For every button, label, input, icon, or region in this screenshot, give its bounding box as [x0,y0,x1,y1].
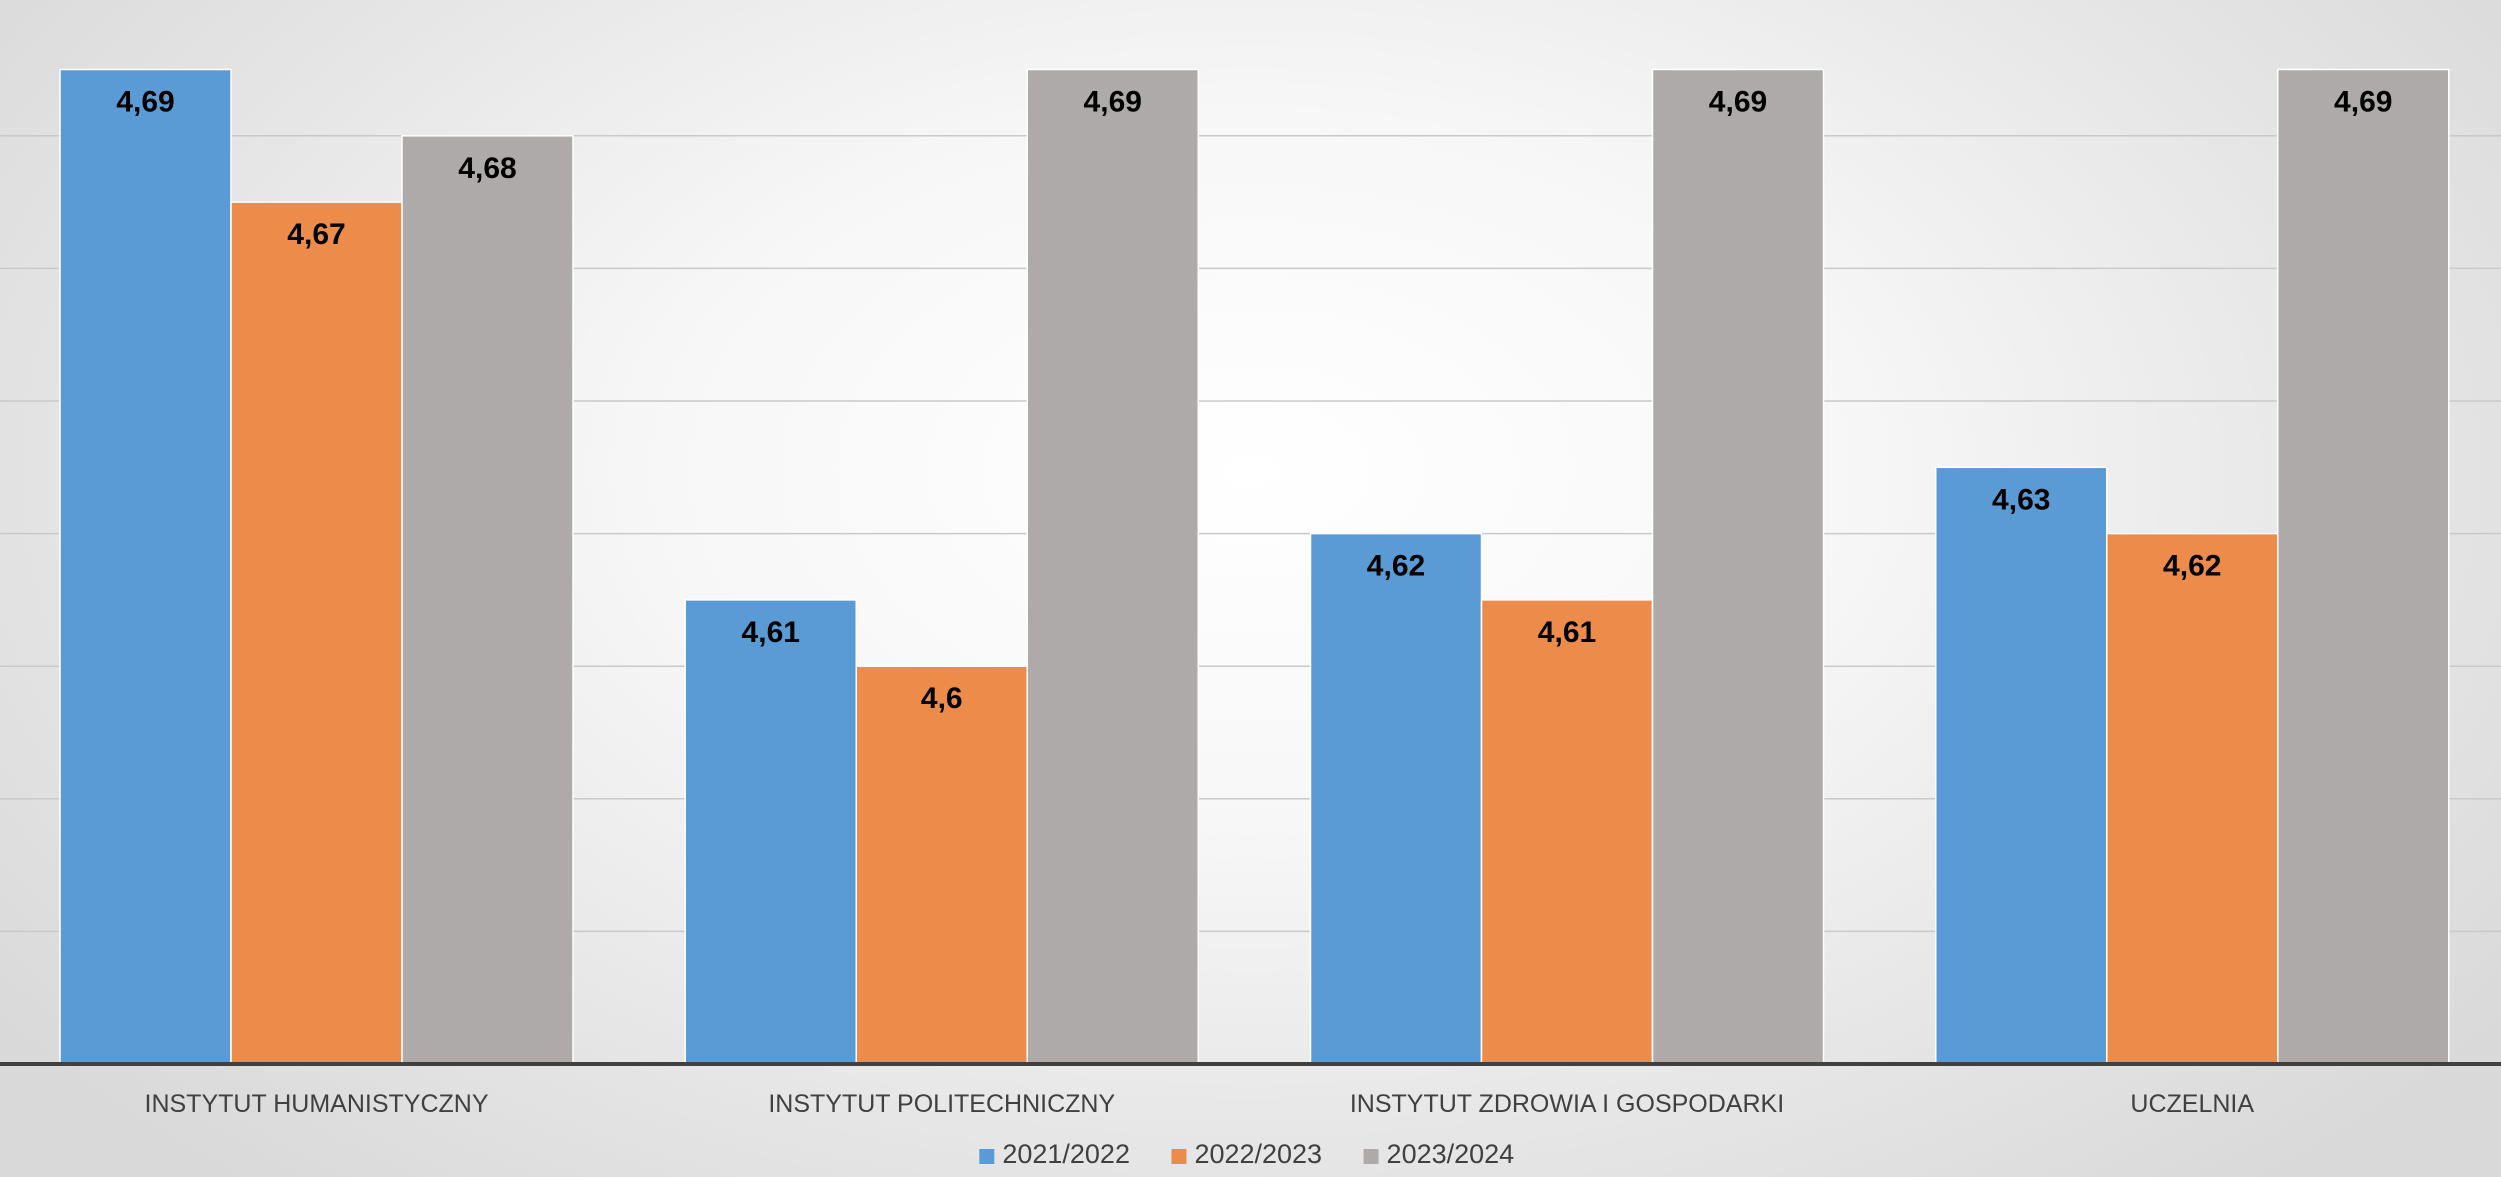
legend-label-1: 2022/2023 [1194,1139,1322,1169]
bar-3-0 [1935,466,2108,1065]
legend-swatch-1 [1171,1149,1187,1164]
data-label-2-0: 4,62 [1367,550,1425,583]
data-label-1-2: 4,69 [1084,86,1142,119]
legend-swatch-0 [979,1149,995,1164]
category-label-1: INSTYTUT POLITECHNICZNY [768,1090,1115,1118]
data-label-2-2: 4,69 [1709,86,1767,119]
bar-2-0 [1309,532,1483,1065]
data-label-0-1: 4,67 [287,218,345,251]
data-label-3-2: 4,69 [2334,86,2392,119]
bar-1-0 [684,599,857,1065]
category-label-0: INSTYTUT HUMANISTYCZNY [145,1090,489,1118]
data-label-2-1: 4,61 [1538,616,1596,649]
bars [59,68,2450,1065]
data-label-1-1: 4,6 [921,682,963,715]
legend-label-0: 2021/2022 [1002,1139,1130,1169]
bar-3-1 [2106,532,2279,1065]
bar-1-1 [855,665,1028,1065]
bar-3-2 [2277,68,2450,1065]
legend-swatch-2 [1363,1149,1379,1164]
bar-0-1 [230,201,403,1065]
data-label-0-2: 4,68 [458,152,516,185]
category-label-2: INSTYTUT ZDROWIA I GOSPODARKI [1350,1090,1784,1118]
category-labels: INSTYTUT HUMANISTYCZNY INSTYTUT POLITECHN… [145,1090,2255,1118]
category-label-3: UCZELNIA [2130,1090,2254,1118]
bar-0-2 [401,135,574,1065]
data-label-1-0: 4,61 [742,616,800,649]
legend-label-2: 2023/2024 [1387,1139,1515,1169]
bar-0-0 [59,68,232,1065]
bar-2-1 [1480,599,1654,1065]
data-label-3-0: 4,63 [1992,483,2050,516]
bar-1-2 [1026,68,1199,1065]
legend: 2021/2022 2022/2023 2023/2024 [979,1139,1514,1169]
data-label-3-1: 4,62 [2163,550,2221,583]
bar-2-2 [1651,68,1825,1065]
data-label-0-0: 4,69 [116,86,174,119]
data-labels: 4,69 4,67 4,68 4,61 4,6 4,69 4,62 4,61 4,69 4,63 4… [116,86,2392,716]
